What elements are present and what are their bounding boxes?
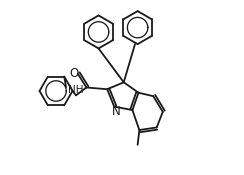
Text: NH: NH	[68, 85, 84, 95]
Text: O: O	[69, 67, 79, 80]
Text: N: N	[112, 105, 120, 118]
